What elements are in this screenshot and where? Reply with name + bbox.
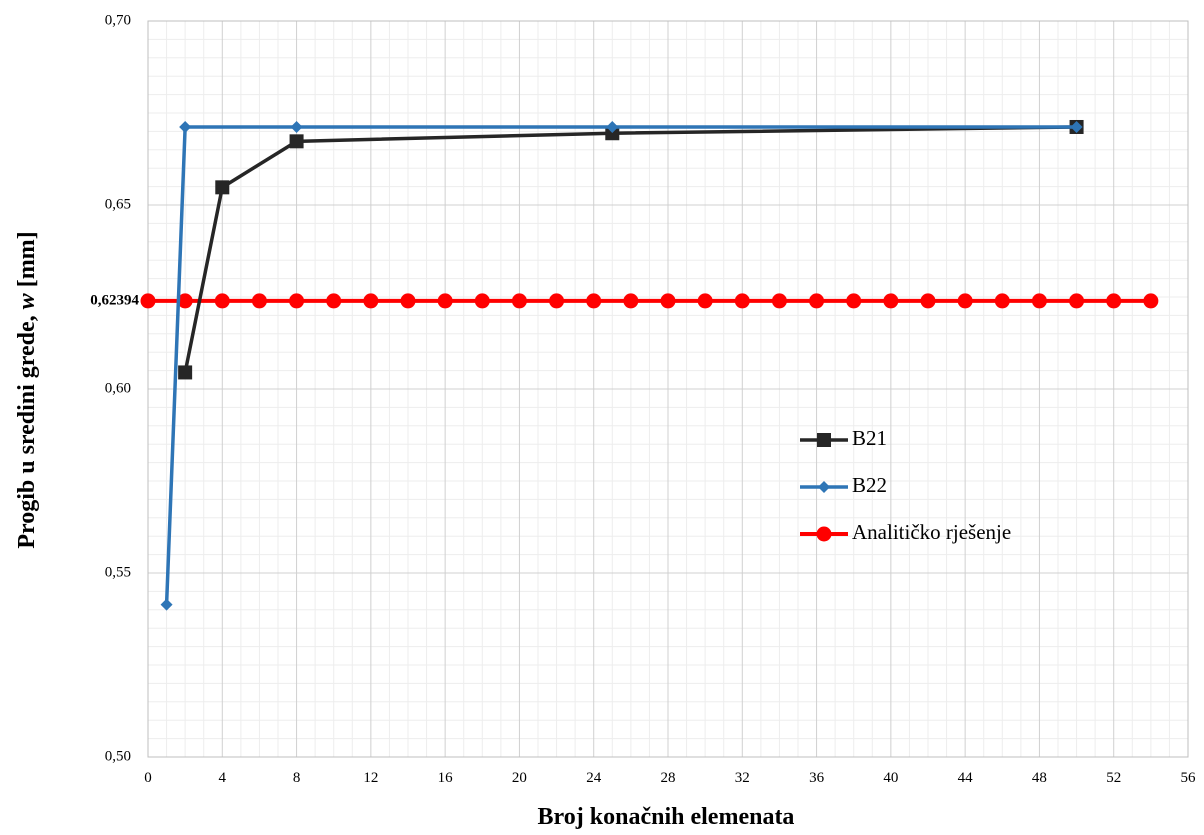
x-tick-label: 40 — [883, 770, 898, 786]
data-point-analiti-ko-rje-enje — [660, 293, 676, 309]
data-point-analiti-ko-rje-enje — [289, 293, 305, 309]
data-point-analiti-ko-rje-enje — [326, 293, 342, 309]
x-tick-label: 32 — [735, 770, 750, 786]
legend-label-b21: B21 — [852, 426, 887, 450]
y-axis-title: Progib u sredini grede, w [mm] — [14, 231, 40, 548]
data-point-analiti-ko-rje-enje — [697, 293, 713, 309]
data-point-b21 — [605, 126, 620, 141]
data-point-analiti-ko-rje-enje — [177, 293, 193, 309]
x-tick-label: 56 — [1181, 770, 1197, 786]
data-point-analiti-ko-rje-enje — [474, 293, 490, 309]
x-tick-label: 44 — [958, 770, 974, 786]
y-axis-tick-labels: 0,50 0,55 0,60 0,65 0,70 — [105, 12, 131, 764]
y-tick-label: 0,60 — [105, 380, 131, 396]
legend-item-b22: B22 — [800, 473, 887, 497]
x-tick-label: 36 — [809, 770, 825, 786]
data-point-analiti-ko-rje-enje — [883, 293, 899, 309]
data-point-b22 — [606, 120, 619, 133]
data-point-analiti-ko-rje-enje — [734, 293, 750, 309]
data-point-analiti-ko-rje-enje — [957, 293, 973, 309]
plot-area-border — [147, 20, 1189, 758]
data-point-b22 — [290, 120, 303, 133]
legend-marker-analiti-ko-rje-enje — [816, 526, 832, 542]
data-point-analiti-ko-rje-enje — [1106, 293, 1122, 309]
data-point-analiti-ko-rje-enje — [1143, 293, 1159, 309]
legend-marker-b21 — [817, 433, 831, 447]
data-point-analiti-ko-rje-enje — [920, 293, 936, 309]
legend-label-b22: B22 — [852, 473, 887, 497]
data-point-analiti-ko-rje-enje — [549, 293, 565, 309]
x-tick-label: 48 — [1032, 770, 1047, 786]
legend-label-analiti-ko-rje-enje: Analitičko rješenje — [852, 520, 1011, 544]
y-tick-label: 0,55 — [105, 564, 131, 580]
series-b21 — [178, 119, 1084, 380]
y-axis-title-main: Progib u sredini grede, — [14, 309, 40, 548]
x-tick-label: 8 — [293, 770, 301, 786]
data-point-analiti-ko-rje-enje — [1031, 293, 1047, 309]
data-point-b21 — [289, 134, 304, 149]
y-tick-label: 0,65 — [105, 196, 131, 212]
x-tick-label: 0 — [144, 770, 152, 786]
y-tick-label: 0,70 — [105, 12, 131, 28]
legend: B21 B22 Analitičko rješenje — [800, 426, 1011, 544]
data-point-analiti-ko-rje-enje — [140, 293, 156, 309]
data-point-b21 — [178, 365, 193, 380]
y-axis-title-unit: [mm] — [14, 231, 40, 293]
legend-marker-b22 — [818, 481, 830, 493]
data-point-analiti-ko-rje-enje — [1069, 293, 1085, 309]
x-tick-label: 52 — [1106, 770, 1121, 786]
data-point-b22 — [160, 598, 173, 611]
x-axis-title: Broj konačnih elemenata — [538, 804, 795, 830]
x-tick-label: 24 — [586, 770, 602, 786]
data-point-analiti-ko-rje-enje — [771, 293, 787, 309]
x-tick-label: 4 — [219, 770, 227, 786]
data-point-b22 — [1070, 120, 1083, 133]
data-point-analiti-ko-rje-enje — [363, 293, 379, 309]
data-point-analiti-ko-rje-enje — [251, 293, 267, 309]
series-analiti-ko-rje-enje — [140, 293, 1159, 309]
data-point-analiti-ko-rje-enje — [586, 293, 602, 309]
data-point-analiti-ko-rje-enje — [809, 293, 825, 309]
data-point-analiti-ko-rje-enje — [846, 293, 862, 309]
data-point-analiti-ko-rje-enje — [214, 293, 230, 309]
legend-item-b21: B21 — [800, 426, 887, 450]
data-point-b21 — [215, 180, 230, 195]
x-tick-label: 28 — [661, 770, 676, 786]
x-tick-label: 20 — [512, 770, 527, 786]
data-point-b22 — [179, 120, 192, 133]
x-axis-tick-labels: 0 4 8 12 16 20 24 28 32 36 40 44 48 52 56 — [144, 770, 1196, 786]
y-tick-label: 0,50 — [105, 748, 131, 764]
data-point-analiti-ko-rje-enje — [511, 293, 527, 309]
data-point-analiti-ko-rje-enje — [623, 293, 639, 309]
legend-item-analiti-ko-rje-enje: Analitičko rješenje — [800, 520, 1011, 544]
reference-value-label: 0,62394 — [90, 292, 139, 308]
series-layer — [140, 119, 1159, 611]
series-b22 — [160, 120, 1083, 611]
data-point-analiti-ko-rje-enje — [994, 293, 1010, 309]
x-tick-label: 16 — [438, 770, 454, 786]
data-point-analiti-ko-rje-enje — [437, 293, 453, 309]
y-axis-title-variable: w — [14, 292, 40, 309]
data-point-analiti-ko-rje-enje — [400, 293, 416, 309]
x-tick-label: 12 — [363, 770, 378, 786]
